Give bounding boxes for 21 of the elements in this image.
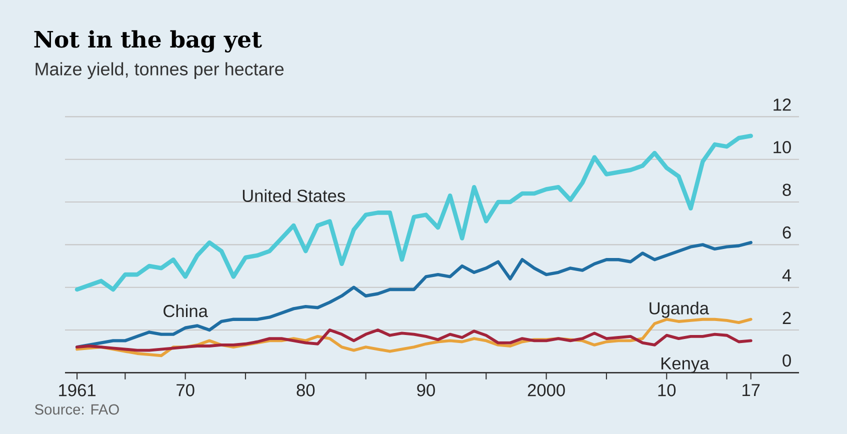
series-label: Kenya [662, 357, 710, 373]
x-tick-label: 17 [742, 384, 760, 396]
y-tick-label: 10 [774, 141, 791, 154]
x-tick-label: 2000 [528, 384, 565, 396]
y-tick-label: 6 [782, 226, 791, 239]
y-tick-label: 4 [782, 269, 792, 282]
y-tick-label: 0 [782, 354, 791, 367]
series-label: China [164, 304, 208, 318]
y-tick-label: 12 [774, 98, 791, 111]
chart-subtitle: Maize yield, tonnes per hectare [36, 62, 284, 80]
x-tick-label: 1961 [59, 384, 96, 396]
x-tick-label: 80 [296, 384, 315, 396]
x-tick-label: 70 [176, 384, 194, 396]
series-label: United States [242, 189, 346, 202]
chart-title: Not in the bag yet [34, 30, 262, 53]
x-tick-label: 10 [658, 384, 676, 396]
source-note: Source: FAO [34, 404, 119, 415]
x-tick-label: 90 [417, 384, 435, 396]
y-tick-label: 2 [782, 312, 791, 324]
y-tick-label: 8 [782, 184, 791, 196]
series-label: Uganda [650, 302, 710, 318]
